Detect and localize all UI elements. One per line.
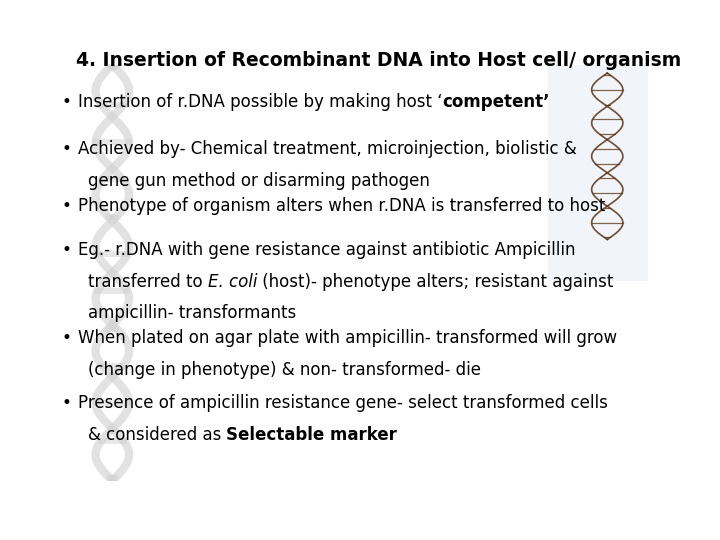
Text: gene gun method or disarming pathogen: gene gun method or disarming pathogen: [88, 172, 430, 190]
Text: Achieved by- Chemical treatment, microinjection, biolistic &: Achieved by- Chemical treatment, microin…: [78, 140, 577, 158]
Text: Eg.- r.DNA with gene resistance against antibiotic Ampicillin: Eg.- r.DNA with gene resistance against …: [78, 241, 575, 259]
Text: Phenotype of organism alters when r.DNA is transferred to host: Phenotype of organism alters when r.DNA …: [78, 197, 605, 214]
Text: •: •: [61, 197, 71, 214]
Text: When plated on agar plate with ampicillin- transformed will grow: When plated on agar plate with ampicilli…: [78, 329, 617, 347]
Text: (host)- phenotype alters; resistant against: (host)- phenotype alters; resistant agai…: [257, 273, 613, 291]
Text: ampicillin- transformants: ampicillin- transformants: [88, 304, 296, 322]
Text: •: •: [61, 241, 71, 259]
Text: •: •: [61, 394, 71, 412]
Text: (change in phenotype) & non- transformed- die: (change in phenotype) & non- transformed…: [88, 361, 481, 379]
Text: 4. Insertion of Recombinant DNA into Host cell/ organism: 4. Insertion of Recombinant DNA into Hos…: [76, 51, 681, 70]
Text: Insertion of r.DNA possible by making host ‘: Insertion of r.DNA possible by making ho…: [78, 93, 442, 111]
Text: •: •: [61, 329, 71, 347]
Text: competent’: competent’: [442, 93, 550, 111]
Text: •: •: [61, 93, 71, 111]
Text: & considered as: & considered as: [88, 426, 227, 443]
Text: E. coli: E. coli: [207, 273, 257, 291]
Text: •: •: [61, 140, 71, 158]
Text: Presence of ampicillin resistance gene- select transformed cells: Presence of ampicillin resistance gene- …: [78, 394, 608, 412]
Text: transferred to: transferred to: [88, 273, 207, 291]
Text: Selectable marker: Selectable marker: [227, 426, 397, 443]
FancyBboxPatch shape: [547, 65, 648, 281]
